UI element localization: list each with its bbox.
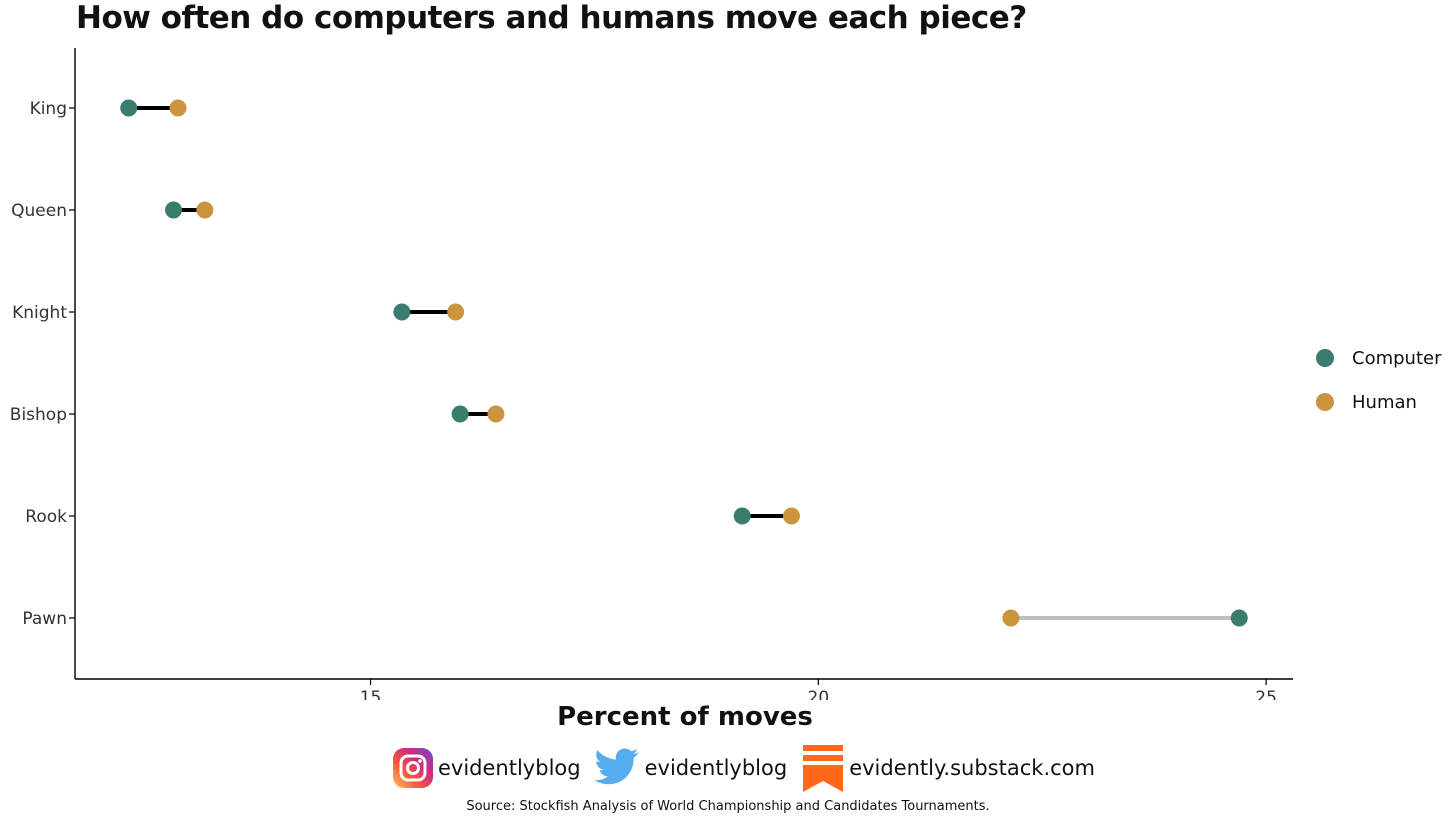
point-computer-knight <box>393 303 411 321</box>
legend-item-computer: Computer <box>1316 336 1441 380</box>
y-tick-label-bishop: Bishop <box>10 405 67 425</box>
twitter-handle: evidentlyblog <box>644 756 788 780</box>
twitter-link[interactable]: evidentlyblog <box>594 747 788 789</box>
point-computer-rook <box>733 507 751 525</box>
x-tick-label-15: 15 <box>360 688 382 700</box>
dumbbell-chart: 15 20 25 King Queen Knight Bishop Rook Pawn <box>10 48 1293 700</box>
x-axis-label: Percent of moves <box>0 702 1370 732</box>
x-tick-label-25: 25 <box>1255 688 1277 700</box>
point-human-queen <box>196 201 214 219</box>
legend: Computer Human <box>1316 336 1441 424</box>
y-tick-label-rook: Rook <box>25 507 67 527</box>
y-tick-label-king: King <box>30 99 67 119</box>
point-human-rook <box>782 507 800 525</box>
point-computer-pawn <box>1230 609 1248 627</box>
legend-dot-computer <box>1316 349 1334 367</box>
point-computer-queen <box>165 201 183 219</box>
point-human-knight <box>447 303 465 321</box>
legend-dot-human <box>1316 393 1334 411</box>
instagram-icon <box>393 748 433 788</box>
x-axis-label-text: Percent of moves <box>557 702 813 732</box>
source-note: Source: Stockfish Analysis of World Cham… <box>466 799 990 814</box>
point-computer-king <box>120 99 138 117</box>
x-tick-label-20: 20 <box>808 688 830 700</box>
chart-title: How often do computers and humans move e… <box>76 0 1027 36</box>
instagram-handle: evidentlyblog <box>438 756 581 780</box>
substack-icon <box>803 745 844 792</box>
point-human-king <box>169 99 187 117</box>
y-tick-label-queen: Queen <box>11 201 67 221</box>
legend-label-computer: Computer <box>1352 347 1442 369</box>
point-human-bishop <box>487 405 505 423</box>
instagram-link[interactable]: evidentlyblog <box>392 747 581 789</box>
point-human-pawn <box>1002 609 1020 627</box>
y-tick-label-knight: Knight <box>12 303 67 323</box>
substack-url: evidently.substack.com <box>849 756 1095 780</box>
twitter-bird-icon <box>594 748 639 785</box>
substack-link[interactable]: evidently.substack.com <box>801 743 1095 793</box>
legend-label-human: Human <box>1352 391 1417 413</box>
y-tick-label-pawn: Pawn <box>22 609 67 629</box>
social-bar: evidentlyblog evidentlyblog evidently.su… <box>392 742 1109 794</box>
point-computer-bishop <box>451 405 469 423</box>
legend-item-human: Human <box>1316 380 1441 424</box>
